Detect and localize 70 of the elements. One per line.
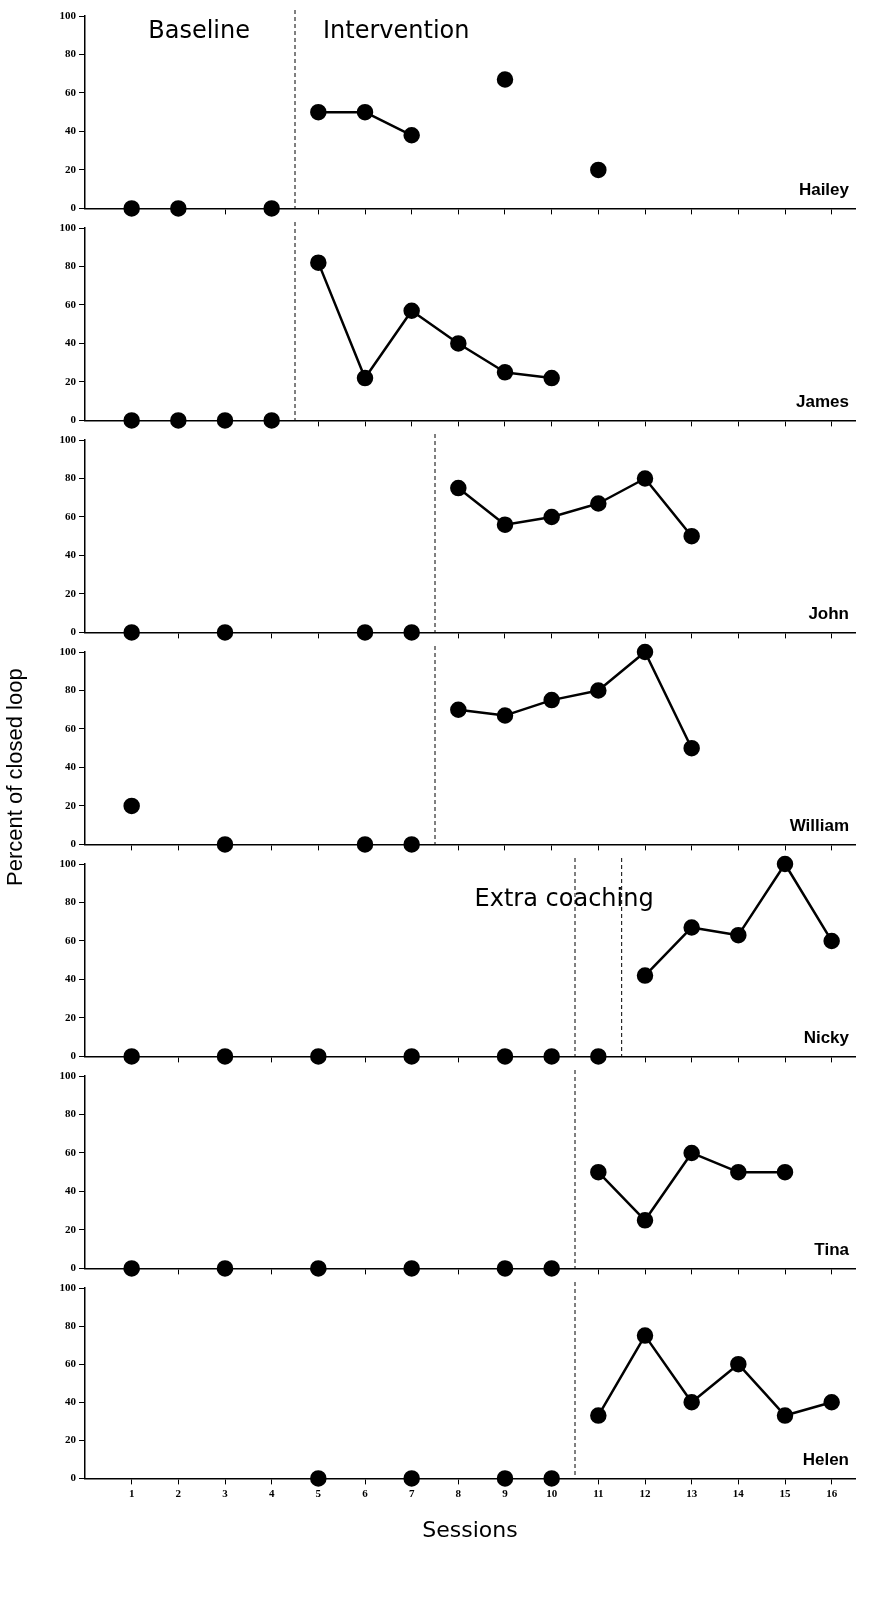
y-tick-label: 20	[65, 162, 77, 175]
annotation: Extra coaching	[474, 884, 654, 913]
y-tick-label: 100	[59, 1280, 77, 1293]
y-tick-label: 60	[65, 297, 77, 310]
annotation: William	[789, 815, 849, 835]
y-tick-label: 100	[59, 220, 77, 233]
x-tick-label: 13	[686, 1486, 698, 1499]
y-tick-label: 40	[65, 1395, 77, 1408]
y-tick-label: 40	[65, 548, 77, 561]
x-tick-label: 16	[826, 1486, 838, 1499]
x-tick-label: 5	[315, 1486, 322, 1499]
y-tick-label: 100	[59, 432, 77, 445]
x-tick-label: 12	[639, 1486, 651, 1499]
y-tick-label: 60	[65, 721, 77, 734]
annotation: Intervention	[323, 16, 470, 45]
y-axis-title: Percent of closed loop	[2, 668, 28, 886]
y-tick-label: 80	[65, 47, 77, 60]
x-tick-label: 2	[175, 1486, 182, 1499]
y-tick-label: 40	[65, 760, 77, 773]
y-tick-label: 100	[59, 1068, 77, 1081]
y-tick-label: 0	[70, 1471, 77, 1484]
y-tick-label: 20	[65, 1222, 77, 1235]
y-tick-label: 60	[65, 1145, 77, 1158]
x-tick-label: 7	[408, 1486, 415, 1499]
x-tick-label: 9	[502, 1486, 509, 1499]
x-tick-label: 11	[593, 1486, 604, 1499]
y-tick-label: 80	[65, 259, 77, 272]
annotation: Baseline	[148, 16, 250, 45]
y-tick-label: 80	[65, 1318, 77, 1331]
y-tick-label: 0	[70, 201, 77, 214]
y-tick-label: 60	[65, 509, 77, 522]
y-tick-label: 40	[65, 1184, 77, 1197]
annotation: Helen	[802, 1449, 849, 1469]
y-tick-label: 20	[65, 374, 77, 387]
annotation: John	[808, 603, 849, 623]
y-tick-label: 20	[65, 1433, 77, 1446]
y-tick-label: 40	[65, 972, 77, 985]
y-tick-label: 20	[65, 1010, 77, 1023]
y-tick-label: 20	[65, 586, 77, 599]
annotation: Tina	[814, 1239, 850, 1259]
y-tick-label: 0	[70, 837, 77, 850]
y-tick-label: 60	[65, 85, 77, 98]
y-tick-label: 100	[59, 8, 77, 21]
annotation: Nicky	[803, 1027, 850, 1047]
y-tick-label: 0	[70, 413, 77, 426]
y-tick-label: 60	[65, 1357, 77, 1369]
annotation: James	[796, 391, 849, 411]
y-tick-label: 40	[65, 124, 77, 137]
y-tick-label: 0	[70, 1049, 77, 1062]
x-tick-label: 3	[222, 1486, 229, 1499]
x-tick-label: 6	[362, 1486, 369, 1499]
y-tick-label: 0	[70, 625, 77, 638]
x-tick-label: 1	[128, 1486, 135, 1499]
y-tick-label: 0	[70, 1261, 77, 1274]
x-tick-label: 4	[268, 1486, 275, 1499]
y-tick-label: 100	[59, 644, 77, 657]
x-tick-label: 15	[779, 1486, 791, 1499]
y-tick-label: 40	[65, 336, 77, 349]
y-tick-label: 20	[65, 798, 77, 811]
x-tick-label: 14	[732, 1486, 745, 1499]
annotation: Hailey	[798, 179, 850, 199]
y-tick-label: 60	[65, 933, 77, 946]
y-tick-label: 100	[59, 856, 77, 869]
y-tick-label: 80	[65, 895, 77, 908]
y-tick-label: 80	[65, 471, 77, 484]
x-tick-label: 8	[455, 1486, 462, 1499]
y-tick-label: 80	[65, 683, 77, 696]
y-tick-label: 80	[65, 1107, 77, 1120]
x-tick-label: 10	[546, 1486, 558, 1499]
x-axis-title: Sessions	[422, 1516, 518, 1542]
